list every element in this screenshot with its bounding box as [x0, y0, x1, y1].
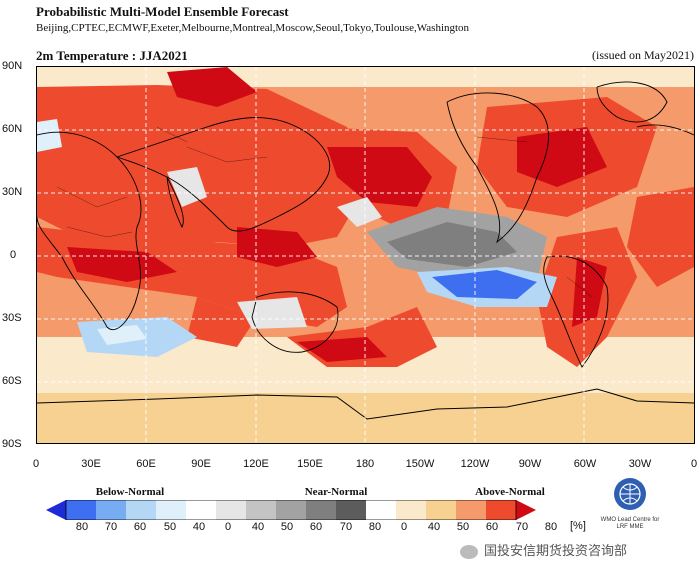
dark-red-zones — [67, 67, 607, 362]
colorbar-label-16: 80 — [544, 521, 558, 533]
australia-coastline — [251, 291, 339, 353]
colorbar-cell-3 — [126, 500, 156, 520]
colorbar-label-8: 60 — [309, 521, 323, 533]
lat-label-90n: 90N — [2, 60, 23, 72]
lon-label-150w: 150W — [405, 458, 435, 470]
issue-date: (issued on May2021) — [592, 48, 694, 62]
colorbar-cell-12 — [396, 500, 426, 520]
lon-label-0: 0 — [32, 458, 40, 470]
map-title: 2m Temperature : JJA2021 — [36, 48, 188, 63]
watermark: 国投安信期货投资咨询部 — [460, 540, 627, 559]
lat-label-30n: 30N — [2, 186, 23, 198]
colorbar-label-11: 0 — [400, 521, 408, 533]
colorbar-cell-5 — [186, 500, 216, 520]
greenland-coastline — [596, 81, 668, 123]
colorbar-cell-4 — [156, 500, 186, 520]
colorbar-label-3: 50 — [163, 521, 177, 533]
legend-category-near: Near-Normal — [304, 486, 368, 498]
near-normal-zone — [167, 167, 547, 329]
lon-label-30e: 30E — [81, 458, 101, 470]
wmo-logo: WMO Lead Centre for LRF MME — [600, 476, 660, 531]
colorbar-cell-8 — [276, 500, 306, 520]
graticule — [37, 67, 694, 443]
colorbar-label-10: 80 — [368, 521, 382, 533]
colorbar-label-6: 40 — [251, 521, 265, 533]
colorbar — [46, 500, 536, 520]
colorbar-label-12: 40 — [427, 521, 441, 533]
lon-label-150e: 150E — [297, 458, 323, 470]
watermark-text: 国投安信期货投资咨询部 — [484, 544, 628, 559]
lat-label-60n: 60N — [2, 123, 23, 135]
colorbar-label-0: 80 — [75, 521, 89, 533]
colorbar-cell-7 — [246, 500, 276, 520]
coastlines — [37, 81, 694, 368]
temperature-probability-map — [36, 66, 695, 444]
colorbar-label-1: 70 — [104, 521, 118, 533]
colorbar-label-2: 60 — [133, 521, 147, 533]
colorbar-label-13: 50 — [456, 521, 470, 533]
europe-coastline — [636, 124, 694, 136]
lat-label-60s: 60S — [2, 375, 22, 387]
colorbar-cell-11 — [366, 500, 396, 520]
india-coastline — [166, 176, 184, 229]
africa-coastline — [37, 131, 142, 330]
colorbar-label-14: 60 — [485, 521, 499, 533]
map-canvas — [37, 67, 694, 443]
colorbar-cell-10 — [336, 500, 366, 520]
colorbar-unit: [%] — [570, 520, 586, 532]
lon-label-120w: 120W — [460, 458, 490, 470]
colorbar-label-7: 50 — [280, 521, 294, 533]
lon-label-90e: 90E — [191, 458, 211, 470]
lon-label-90w: 90W — [518, 458, 542, 470]
below-normal-zone — [37, 119, 557, 357]
colorbar-cell-9 — [306, 500, 336, 520]
asia-coastline — [116, 117, 331, 232]
lon-label-60e: 60E — [136, 458, 156, 470]
lat-label-equator: 0 — [10, 249, 17, 261]
north-america-coastline — [446, 92, 549, 244]
wmo-caption: WMO Lead Centre for LRF MME — [600, 517, 660, 530]
colorbar-label-5: 0 — [224, 521, 232, 533]
colorbar-label-4: 40 — [192, 521, 206, 533]
colorbar-cell-2 — [96, 500, 126, 520]
colorbar-cell-0 — [46, 500, 66, 520]
colorbar-cell-1 — [66, 500, 96, 520]
lon-label-120e: 120E — [243, 458, 269, 470]
colorbar-cell-15 — [486, 500, 516, 520]
antarctica-coastline — [37, 388, 694, 420]
colorbar-frame — [65, 500, 517, 520]
lat-label-30s: 30S — [2, 312, 22, 324]
colorbar-label-15: 70 — [515, 521, 529, 533]
colorbar-cell-6 — [216, 500, 246, 520]
legend-category-above: Above-Normal — [475, 486, 545, 498]
wmo-emblem-icon — [614, 478, 646, 510]
legend-category-below: Below-Normal — [95, 486, 165, 498]
forecast-title: Probabilistic Multi-Model Ensemble Forec… — [36, 4, 289, 19]
colorbar-cell-13 — [426, 500, 456, 520]
lon-label-30w: 30W — [628, 458, 652, 470]
colorbar-cell-14 — [456, 500, 486, 520]
colorbar-label-9: 70 — [339, 521, 353, 533]
lon-label-60w: 60W — [573, 458, 597, 470]
country-borders — [56, 126, 593, 298]
wechat-icon — [460, 544, 478, 559]
south-america-coastline — [543, 255, 609, 368]
lat-label-90s: 90S — [2, 438, 22, 450]
lon-label-0-east: 0 — [690, 458, 698, 470]
colorbar-cell-16 — [516, 500, 536, 520]
lon-label-180: 180 — [355, 458, 375, 470]
model-centres: Beijing,CPTEC,ECMWF,Exeter,Melbourne,Mon… — [36, 22, 470, 34]
